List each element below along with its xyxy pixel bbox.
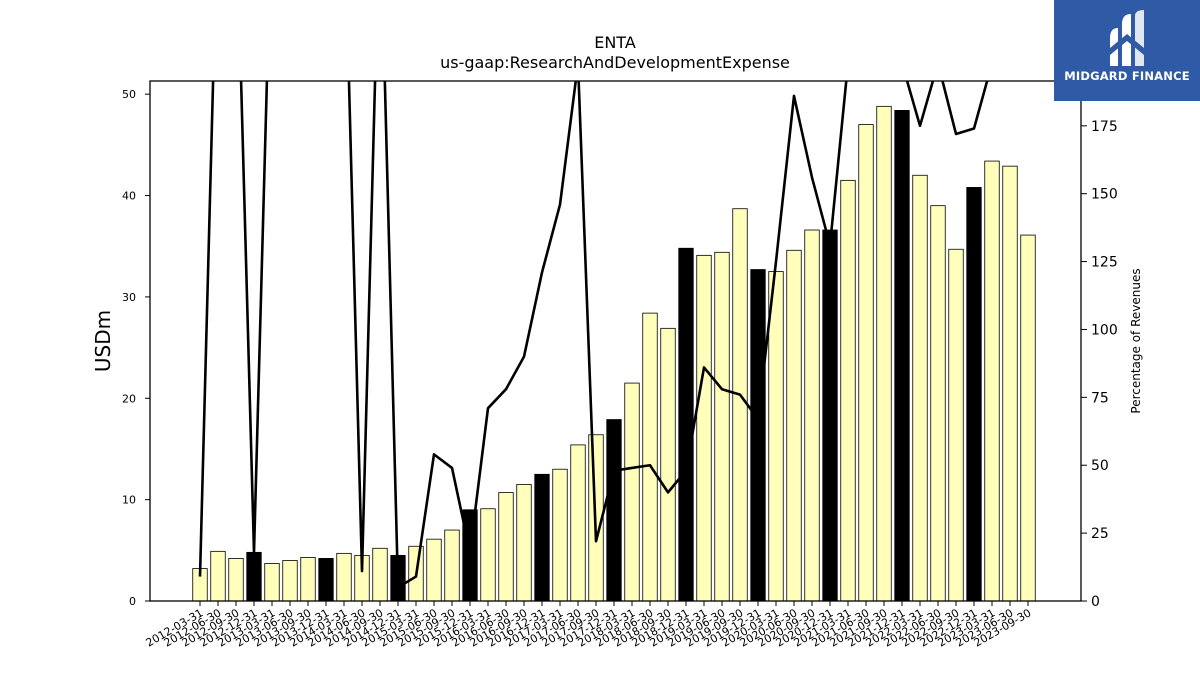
bar — [984, 160, 1000, 602]
chart-subtitle: us-gaap:ResearchAndDevelopmentExpense — [440, 53, 790, 72]
bar — [786, 249, 802, 602]
bar — [336, 552, 352, 602]
bar — [876, 105, 892, 602]
bar — [534, 473, 550, 602]
bar — [246, 551, 262, 602]
bar — [1002, 165, 1018, 602]
bar — [426, 538, 442, 602]
bar — [858, 124, 874, 602]
bar — [606, 419, 622, 602]
bar — [822, 229, 838, 602]
bar — [678, 247, 694, 602]
y2-tick-label: 75 — [1091, 390, 1109, 406]
y-tick-label: 20 — [122, 392, 136, 405]
bar — [948, 248, 964, 602]
bar — [930, 205, 946, 602]
bar — [750, 269, 766, 602]
bar — [516, 484, 532, 602]
bar — [804, 229, 820, 602]
bar — [210, 550, 226, 602]
axes: 0102030405002550751001251501752012-03-31… — [122, 80, 1118, 650]
bar — [228, 558, 244, 602]
y2-tick-label: 175 — [1091, 119, 1118, 135]
bar — [570, 444, 586, 602]
percentage-line — [198, 81, 989, 589]
bar — [714, 251, 730, 602]
y2-tick-label: 25 — [1091, 526, 1109, 542]
bar — [732, 208, 748, 602]
y-tick-label: 0 — [129, 595, 136, 608]
midgard-logo-icon — [1110, 10, 1144, 66]
y2-axis-label: Percentage of Revenues — [1129, 268, 1143, 413]
bar — [840, 179, 856, 602]
plot-frame — [149, 80, 1082, 602]
bar — [1020, 234, 1036, 602]
logo-wordmark: MIDGARD FINANCE — [1064, 69, 1190, 83]
bar — [282, 560, 298, 602]
bar — [912, 174, 928, 602]
y-tick-label: 30 — [122, 291, 136, 304]
bar — [300, 557, 316, 602]
line-series — [198, 81, 989, 589]
midgard-finance-logo: MIDGARD FINANCE — [1054, 0, 1200, 101]
bar — [318, 558, 334, 602]
y2-tick-label: 0 — [1091, 594, 1100, 610]
bar — [660, 327, 676, 602]
y-axis-label: USDm — [91, 310, 115, 372]
y2-tick-label: 100 — [1091, 322, 1118, 338]
bar — [552, 468, 568, 602]
y-tick-label: 10 — [122, 494, 136, 507]
bar — [264, 563, 280, 602]
bar — [480, 508, 496, 602]
bar — [642, 312, 658, 602]
bar-series — [192, 105, 1036, 602]
y2-tick-label: 150 — [1091, 187, 1118, 203]
bar — [372, 547, 388, 602]
bar — [966, 187, 982, 602]
y-tick-label: 50 — [122, 88, 136, 101]
bar — [768, 271, 784, 602]
bar — [498, 492, 514, 602]
bar — [894, 109, 910, 602]
bar — [624, 382, 640, 602]
y2-tick-label: 50 — [1091, 458, 1109, 474]
y2-tick-label: 125 — [1091, 255, 1118, 271]
y-tick-label: 40 — [122, 190, 136, 203]
chart-title: ENTA — [594, 33, 636, 52]
bar — [444, 529, 460, 602]
bar — [696, 254, 712, 602]
